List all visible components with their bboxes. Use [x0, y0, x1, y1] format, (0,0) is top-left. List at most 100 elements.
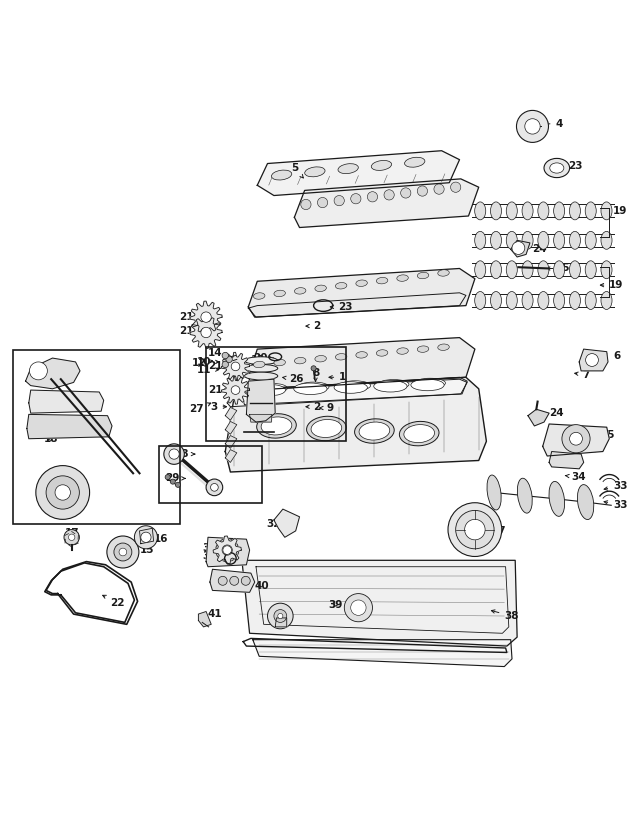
Ellipse shape	[338, 164, 358, 174]
Text: 16: 16	[146, 534, 168, 544]
Text: 37: 37	[484, 526, 506, 536]
Circle shape	[311, 366, 316, 371]
Text: 10: 10	[196, 357, 219, 367]
Circle shape	[141, 532, 151, 543]
Ellipse shape	[475, 232, 486, 249]
Text: 9: 9	[320, 403, 333, 413]
Ellipse shape	[399, 421, 439, 446]
Ellipse shape	[244, 365, 278, 372]
Ellipse shape	[585, 291, 596, 309]
Text: 27: 27	[189, 403, 211, 415]
Ellipse shape	[601, 232, 612, 249]
Ellipse shape	[522, 232, 533, 249]
Circle shape	[525, 118, 540, 134]
Circle shape	[367, 192, 378, 202]
Polygon shape	[227, 377, 467, 406]
Ellipse shape	[271, 170, 292, 180]
Circle shape	[222, 361, 228, 368]
Polygon shape	[248, 268, 475, 317]
Text: 18: 18	[44, 434, 58, 444]
Text: 40: 40	[246, 581, 269, 591]
Bar	[13, 350, 180, 525]
Circle shape	[119, 548, 127, 556]
Circle shape	[401, 188, 411, 198]
Polygon shape	[225, 436, 237, 448]
Circle shape	[417, 186, 428, 196]
Polygon shape	[213, 536, 241, 564]
Polygon shape	[248, 338, 475, 390]
Bar	[206, 347, 346, 441]
Text: 20: 20	[253, 353, 273, 363]
Ellipse shape	[506, 202, 517, 220]
Circle shape	[226, 356, 232, 362]
Ellipse shape	[253, 293, 265, 299]
Ellipse shape	[506, 291, 517, 309]
Circle shape	[175, 482, 180, 487]
Ellipse shape	[253, 361, 265, 368]
Circle shape	[448, 503, 502, 557]
Ellipse shape	[490, 232, 502, 249]
Text: 12: 12	[191, 358, 212, 368]
Text: 11: 11	[196, 365, 219, 375]
Polygon shape	[549, 451, 584, 469]
Text: 17: 17	[65, 528, 80, 538]
Polygon shape	[246, 379, 275, 422]
Ellipse shape	[335, 282, 347, 289]
Polygon shape	[221, 376, 250, 404]
Ellipse shape	[522, 202, 533, 220]
Ellipse shape	[411, 379, 444, 391]
Ellipse shape	[538, 291, 549, 309]
Circle shape	[231, 362, 240, 370]
Ellipse shape	[356, 352, 367, 358]
Polygon shape	[253, 640, 512, 667]
Polygon shape	[225, 407, 237, 420]
Ellipse shape	[601, 202, 612, 220]
Ellipse shape	[585, 261, 596, 279]
Polygon shape	[198, 611, 211, 627]
Circle shape	[218, 576, 227, 585]
Ellipse shape	[517, 478, 532, 513]
Text: 38: 38	[492, 610, 519, 621]
Text: 3: 3	[211, 401, 227, 412]
Polygon shape	[210, 570, 255, 592]
Circle shape	[36, 466, 90, 519]
Text: 24: 24	[524, 244, 547, 255]
Ellipse shape	[570, 232, 580, 249]
Text: 33: 33	[604, 500, 628, 510]
Text: 1: 1	[329, 372, 346, 382]
Circle shape	[268, 603, 293, 629]
Circle shape	[241, 576, 250, 585]
Text: 42: 42	[270, 613, 285, 623]
Ellipse shape	[355, 419, 394, 443]
Ellipse shape	[415, 379, 445, 388]
Text: 21: 21	[179, 313, 200, 322]
Polygon shape	[27, 415, 112, 439]
Ellipse shape	[335, 353, 347, 360]
Ellipse shape	[577, 485, 594, 520]
Text: 21: 21	[208, 361, 228, 371]
Polygon shape	[190, 301, 222, 333]
Ellipse shape	[376, 350, 388, 356]
Text: 15: 15	[132, 545, 154, 555]
Circle shape	[465, 519, 485, 540]
Text: 39: 39	[328, 600, 342, 610]
Circle shape	[512, 242, 525, 255]
Circle shape	[165, 475, 170, 480]
Circle shape	[317, 197, 328, 208]
Polygon shape	[543, 424, 609, 456]
Circle shape	[222, 545, 232, 555]
Polygon shape	[579, 349, 608, 371]
Ellipse shape	[538, 202, 549, 220]
Circle shape	[451, 182, 461, 193]
Ellipse shape	[397, 275, 408, 282]
Ellipse shape	[257, 414, 296, 438]
Circle shape	[169, 449, 179, 459]
Text: 13: 13	[244, 355, 266, 365]
Polygon shape	[225, 377, 486, 472]
Ellipse shape	[334, 382, 367, 393]
Ellipse shape	[544, 158, 570, 178]
Circle shape	[334, 196, 344, 206]
Ellipse shape	[359, 422, 390, 440]
Ellipse shape	[252, 384, 285, 396]
Text: 21: 21	[179, 326, 200, 336]
